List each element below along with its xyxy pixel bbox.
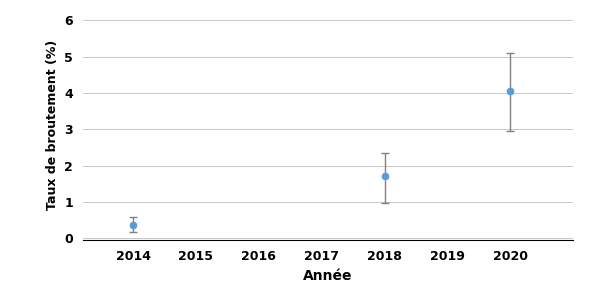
Y-axis label: Taux de broutement (%): Taux de broutement (%) [46,40,59,210]
Point [506,89,515,94]
Point [380,173,389,178]
Point [128,222,138,227]
X-axis label: Année: Année [303,269,353,282]
